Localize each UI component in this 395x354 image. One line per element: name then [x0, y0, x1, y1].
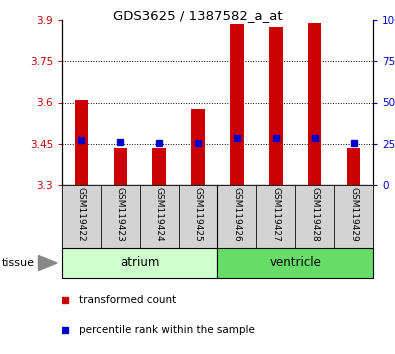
FancyBboxPatch shape [62, 185, 101, 248]
FancyBboxPatch shape [140, 185, 179, 248]
Text: tissue: tissue [2, 258, 35, 268]
Text: atrium: atrium [120, 257, 160, 269]
Polygon shape [38, 256, 57, 270]
Text: ventricle: ventricle [269, 257, 321, 269]
Bar [113, 148, 127, 185]
FancyBboxPatch shape [256, 185, 295, 248]
Bar [308, 23, 322, 185]
Bar [230, 24, 244, 185]
Text: percentile rank within the sample: percentile rank within the sample [79, 325, 255, 335]
Text: GSM119424: GSM119424 [155, 187, 164, 241]
Bar [75, 100, 88, 185]
FancyBboxPatch shape [101, 185, 140, 248]
Text: GSM119423: GSM119423 [116, 187, 125, 242]
Bar [152, 148, 166, 185]
Bar [269, 27, 282, 185]
Text: GSM119422: GSM119422 [77, 187, 86, 241]
Bar [347, 148, 360, 185]
Bar [191, 109, 205, 185]
FancyBboxPatch shape [295, 185, 334, 248]
Text: GSM119429: GSM119429 [349, 187, 358, 242]
FancyBboxPatch shape [62, 248, 218, 278]
Text: GSM119426: GSM119426 [232, 187, 241, 242]
FancyBboxPatch shape [334, 185, 373, 248]
Text: GDS3625 / 1387582_a_at: GDS3625 / 1387582_a_at [113, 9, 282, 22]
FancyBboxPatch shape [218, 248, 373, 278]
Text: GSM119427: GSM119427 [271, 187, 280, 242]
FancyBboxPatch shape [179, 185, 218, 248]
Text: GSM119425: GSM119425 [194, 187, 203, 242]
FancyBboxPatch shape [218, 185, 256, 248]
Text: transformed count: transformed count [79, 295, 176, 304]
Text: GSM119428: GSM119428 [310, 187, 319, 242]
